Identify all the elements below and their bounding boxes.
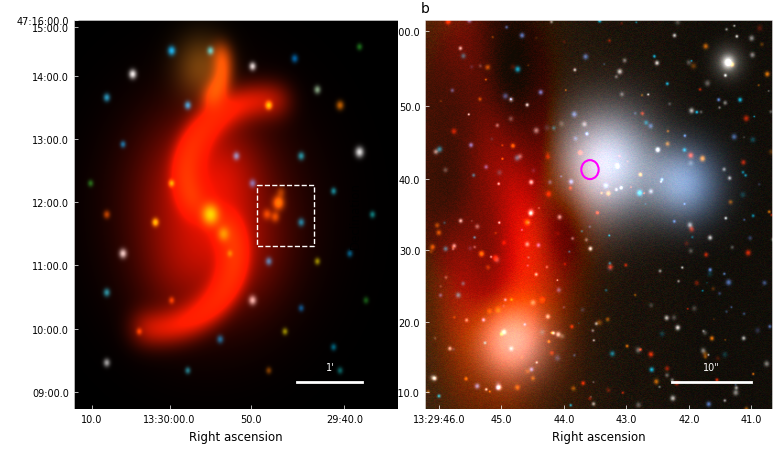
Bar <box>257 186 314 246</box>
Text: 10": 10" <box>703 362 720 372</box>
Y-axis label: Declination: Declination <box>349 182 362 248</box>
Text: b: b <box>421 2 430 16</box>
X-axis label: Right ascension: Right ascension <box>551 430 646 443</box>
Text: 1': 1' <box>325 362 334 372</box>
X-axis label: Right ascension: Right ascension <box>189 430 283 443</box>
